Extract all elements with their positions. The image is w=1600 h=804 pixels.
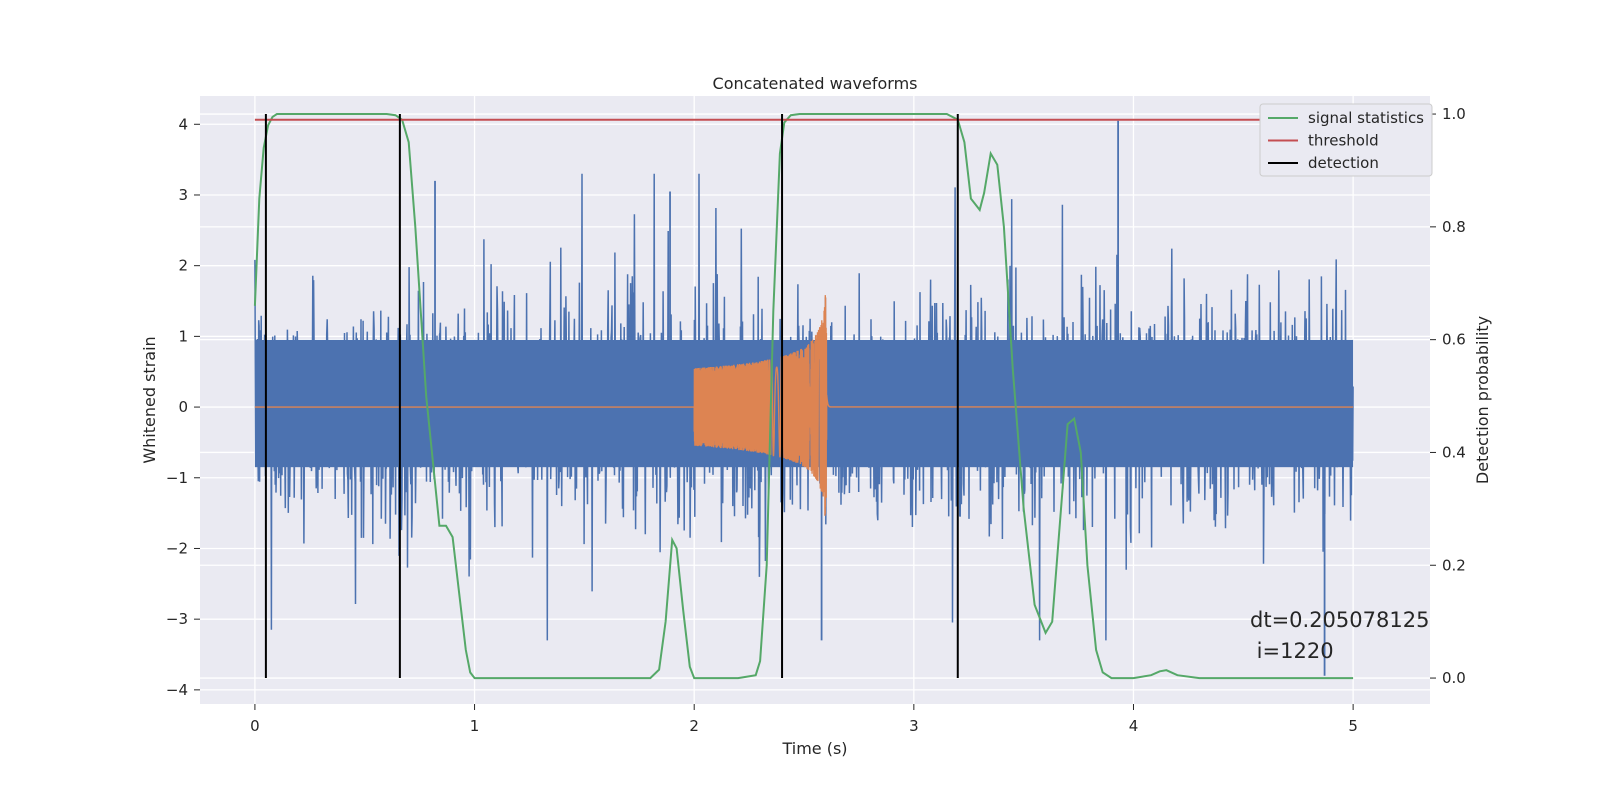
chart-title: Concatenated waveforms: [713, 74, 918, 93]
annotation-dt: dt=0.205078125: [1250, 608, 1429, 632]
y-tick-label: −2: [166, 539, 188, 557]
y-right-tick-label: 1.0: [1442, 105, 1466, 123]
legend-label: threshold: [1308, 132, 1379, 150]
y-right-tick-label: 0.2: [1442, 556, 1466, 574]
axes: 0 1 2 3 4 5 −4 −3 −2 −1 0 1 2 3 4 0.0 0.2 0.4 0.6 0.8 1.0: [166, 105, 1466, 735]
y-tick-label: −4: [166, 681, 188, 699]
y-tick-label: 0: [178, 398, 188, 416]
legend-box: [1259, 103, 1433, 177]
x-tick-label: 1: [470, 717, 480, 735]
legend: signal statistics threshold detection: [1259, 103, 1433, 177]
y-right-tick-label: 0.0: [1442, 669, 1466, 687]
y-tick-label: −3: [166, 610, 188, 628]
legend-label: signal statistics: [1308, 109, 1424, 127]
annotation-i: i=1220: [1250, 639, 1334, 663]
y-tick-label: 1: [178, 327, 188, 345]
y-tick-label: −1: [166, 469, 188, 487]
x-tick-label: 5: [1348, 717, 1358, 735]
x-tick-label: 4: [1129, 717, 1139, 735]
y-tick-label: 2: [178, 257, 188, 275]
y-right-tick-label: 0.8: [1442, 218, 1466, 236]
detection-layer: [264, 114, 959, 679]
y-tick-label: 3: [178, 186, 188, 204]
y-right-axis-label: Detection probability: [1473, 316, 1492, 484]
y-right-tick-label: 0.6: [1442, 331, 1466, 349]
injected-signal-series: [254, 295, 1354, 516]
signal-statistics-layer: [253, 113, 1354, 680]
x-tick-label: 3: [909, 717, 919, 735]
signal-statistics-line: [253, 113, 1354, 680]
y-tick-label: 4: [178, 115, 188, 133]
legend-label: detection: [1308, 154, 1379, 172]
y-axis-label: Whitened strain: [140, 336, 159, 463]
y-right-tick-label: 0.4: [1442, 443, 1466, 461]
x-axis-label: Time (s): [781, 739, 847, 758]
injected-signal-line: [254, 295, 1354, 516]
x-tick-label: 0: [250, 717, 260, 735]
x-tick-label: 2: [689, 717, 699, 735]
